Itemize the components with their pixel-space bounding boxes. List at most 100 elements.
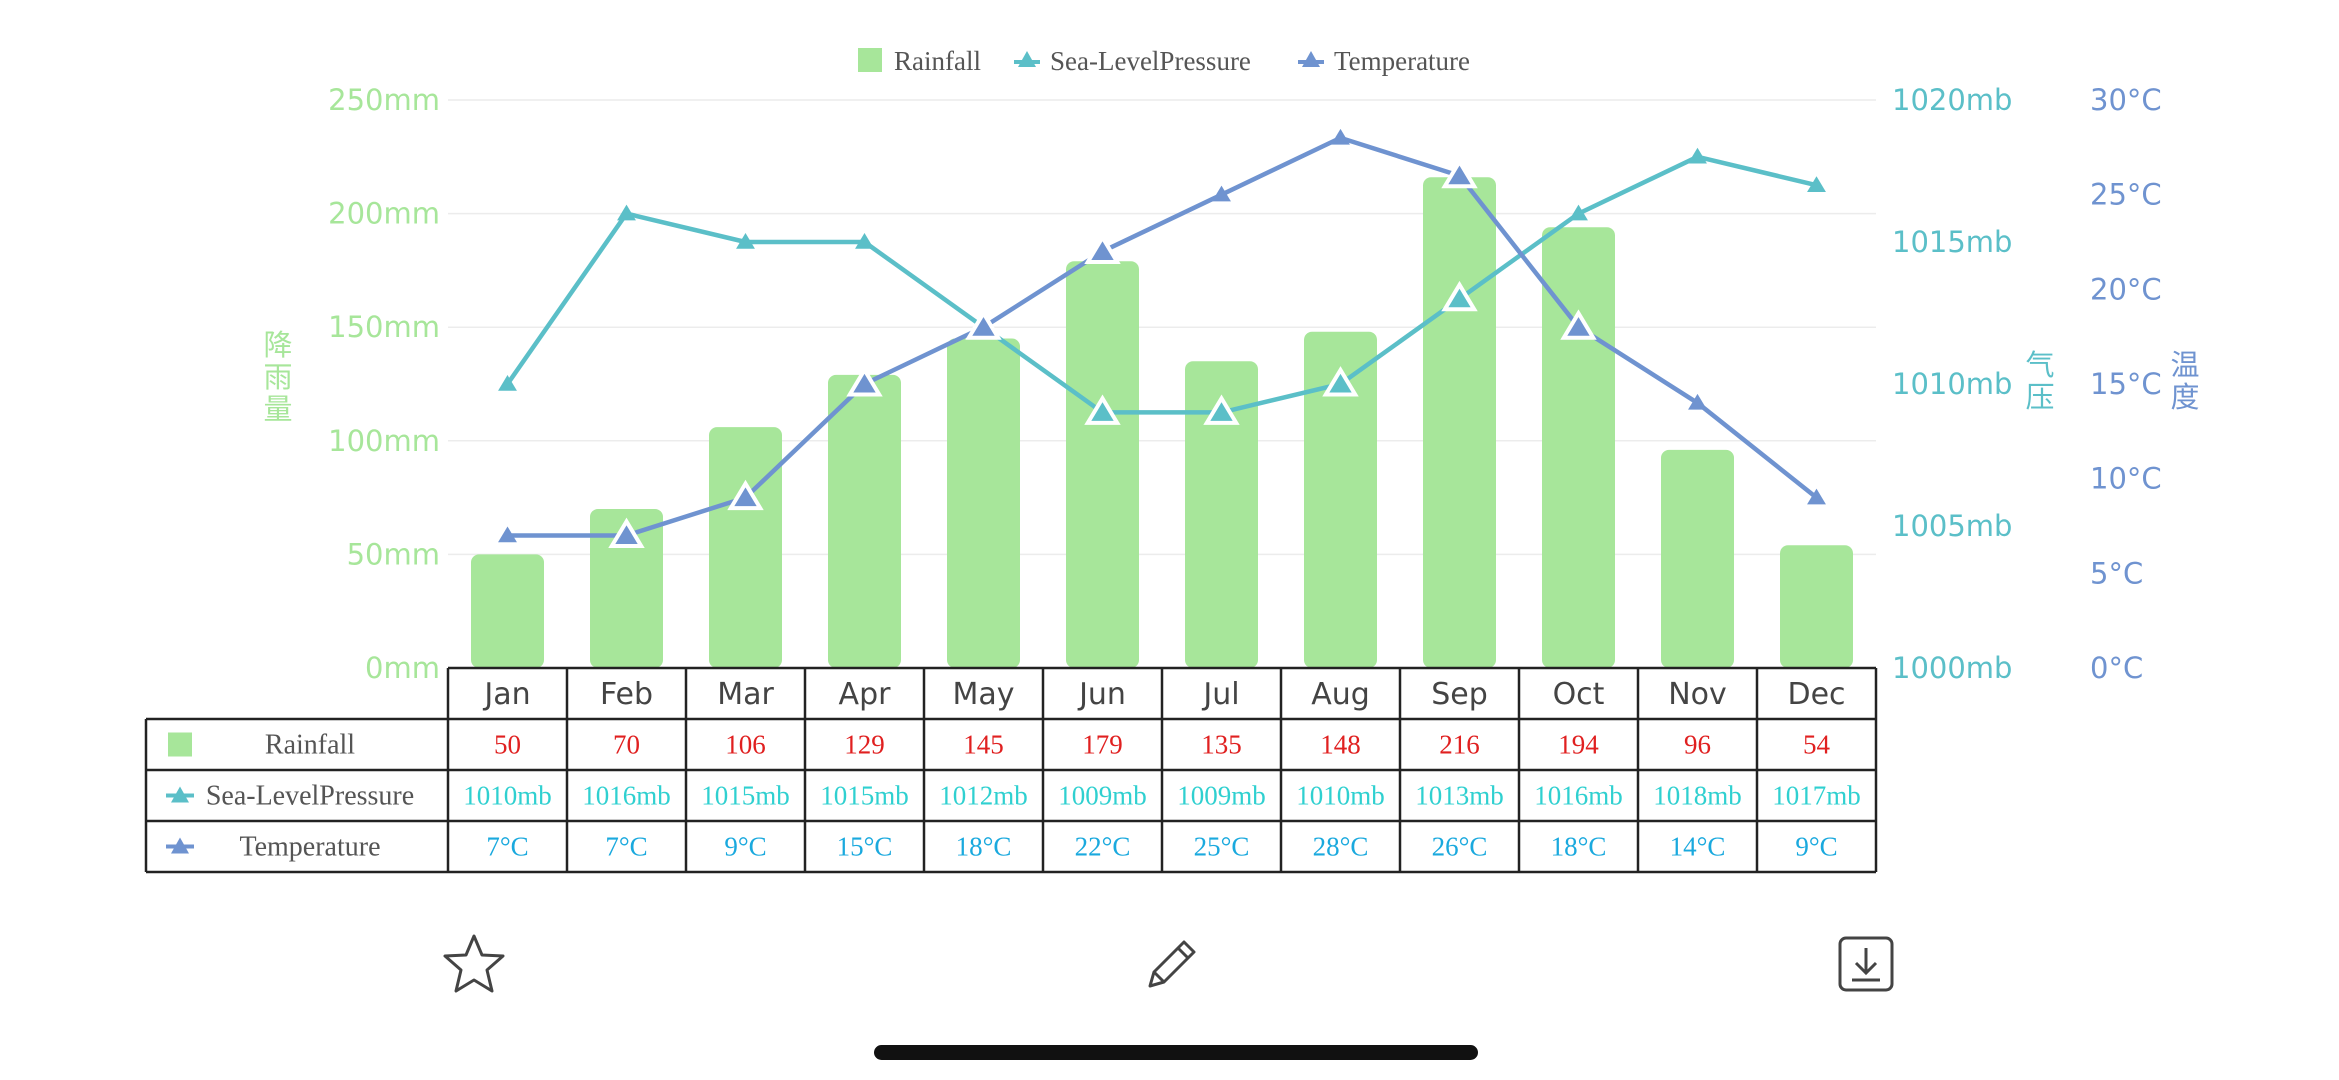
table-cell-temperature: 15°C <box>837 832 893 862</box>
table-pressure-marker <box>171 786 189 803</box>
table-cell-rainfall: 70 <box>613 730 640 760</box>
category-label: Sep <box>1431 677 1488 712</box>
temperature-point <box>1084 233 1121 264</box>
pressure-point <box>736 233 755 249</box>
favorite-star-icon[interactable] <box>442 932 506 996</box>
table-cell-temperature: 25°C <box>1194 832 1250 862</box>
temperature-axis-tick: 25°C <box>2090 178 2162 212</box>
temperature-axis-tick: 20°C <box>2090 272 2162 306</box>
table-row-label-pressure: Sea-LevelPressure <box>206 781 414 812</box>
legend-temperature-marker <box>1302 51 1320 67</box>
temperature-point <box>608 517 645 548</box>
table-row-label-rainfall: Rainfall <box>265 730 355 761</box>
legend-rainfall-swatch <box>858 48 882 72</box>
temperature-axis-tick: 10°C <box>2090 462 2162 496</box>
legend-temperature-label: Temperature <box>1334 46 1470 76</box>
table-cell-temperature: 22°C <box>1075 832 1131 862</box>
pressure-axis-tick: 1010mb <box>1892 367 2012 401</box>
table-cell-rainfall: 194 <box>1558 730 1599 760</box>
table-cell-temperature: 7°C <box>605 832 647 862</box>
rainfall-bar <box>1066 261 1139 668</box>
table-cell-rainfall: 96 <box>1684 730 1711 760</box>
star-icon <box>443 934 505 993</box>
download-tray-icon <box>1838 936 1894 992</box>
temperature-point <box>1560 309 1597 340</box>
table-cell-pressure: 1009mb <box>1177 781 1266 811</box>
category-label: Feb <box>600 677 653 712</box>
temperature-axis-tick: 30°C <box>2090 83 2162 117</box>
category-label: Mar <box>717 677 774 712</box>
table-cell-temperature: 14°C <box>1670 832 1726 862</box>
table-cell-pressure: 1018mb <box>1653 781 1742 811</box>
pressure-axis-name: 气压 <box>2025 348 2054 414</box>
table-temperature-marker <box>171 837 189 854</box>
temperature-point <box>1441 157 1478 189</box>
pressure-line <box>505 154 1818 415</box>
download-icon[interactable] <box>1834 932 1898 996</box>
table-cell-pressure: 1012mb <box>939 781 1028 811</box>
pressure-point <box>1322 366 1359 397</box>
temperature-point <box>1331 128 1350 145</box>
table-cell-rainfall: 129 <box>844 730 885 760</box>
rainfall-bar <box>1304 331 1377 668</box>
pressure-point <box>498 375 517 391</box>
table-cell-rainfall: 135 <box>1201 730 1242 760</box>
table-row-label-temperature: Temperature <box>239 832 380 863</box>
table-cell-pressure: 1010mb <box>463 781 552 811</box>
pressure-point <box>855 233 874 249</box>
table-cell-temperature: 28°C <box>1313 832 1369 862</box>
table-cell-temperature: 18°C <box>956 832 1012 862</box>
pressure-point <box>1569 204 1588 221</box>
pencil-icon <box>1148 940 1196 988</box>
category-label: May <box>952 677 1014 712</box>
category-label: Oct <box>1553 677 1605 712</box>
table-cell-temperature: 9°C <box>1795 832 1837 862</box>
rainfall-axis-tick: 50mm <box>347 537 440 571</box>
table-cell-temperature: 9°C <box>724 832 766 862</box>
temperature-point <box>965 309 1002 340</box>
table-cell-pressure: 1015mb <box>820 781 909 811</box>
table-cell-pressure: 1013mb <box>1415 781 1504 811</box>
table-rainfall-swatch <box>168 732 192 757</box>
pressure-point <box>617 204 636 221</box>
pressure-axis-tick: 1020mb <box>1892 83 2012 117</box>
temperature-line <box>507 135 1818 538</box>
temperature-axis-tick: 5°C <box>2090 556 2143 590</box>
pressure-axis-tick: 1000mb <box>1892 651 2012 685</box>
temperature-point <box>498 526 517 543</box>
table-cell-temperature: 7°C <box>486 832 528 862</box>
table-cell-rainfall: 179 <box>1082 730 1123 760</box>
table-cell-temperature: 18°C <box>1551 832 1607 862</box>
category-label: Jun <box>1077 677 1126 712</box>
rainfall-axis-name: 降雨量 <box>263 328 292 426</box>
table-cell-rainfall: 216 <box>1439 730 1480 760</box>
pressure-point <box>1084 394 1121 425</box>
rainfall-axis-tick: 100mm <box>328 424 440 458</box>
table-cell-pressure: 1016mb <box>1534 781 1623 811</box>
temperature-point <box>1688 393 1707 410</box>
table-cell-pressure: 1015mb <box>701 781 790 811</box>
rainfall-bar <box>709 427 782 668</box>
category-label: Nov <box>1668 677 1727 712</box>
rainfall-axis-tick: 150mm <box>328 310 440 344</box>
pressure-axis-tick: 1005mb <box>1892 509 2012 543</box>
temperature-point <box>727 479 764 511</box>
pressure-point <box>1688 147 1707 164</box>
category-label: Jan <box>482 677 530 712</box>
temperature-axis-name: 温度 <box>2170 348 2199 414</box>
temperature-axis-tick: 15°C <box>2090 367 2162 401</box>
home-indicator[interactable] <box>874 1045 1478 1060</box>
category-label: Dec <box>1787 677 1845 712</box>
rainfall-axis-tick: 200mm <box>328 197 440 231</box>
temperature-point <box>846 366 883 397</box>
table-cell-rainfall: 106 <box>725 730 766 760</box>
legend-pressure-label: Sea-LevelPressure <box>1050 46 1251 76</box>
legend-pressure-marker <box>1018 51 1036 67</box>
edit-pencil-icon[interactable] <box>1140 932 1204 996</box>
category-label: Aug <box>1311 677 1370 712</box>
temperature-point <box>1212 185 1231 202</box>
table-cell-pressure: 1016mb <box>582 781 671 811</box>
table-cell-temperature: 26°C <box>1432 832 1488 862</box>
pressure-point <box>1441 280 1478 312</box>
